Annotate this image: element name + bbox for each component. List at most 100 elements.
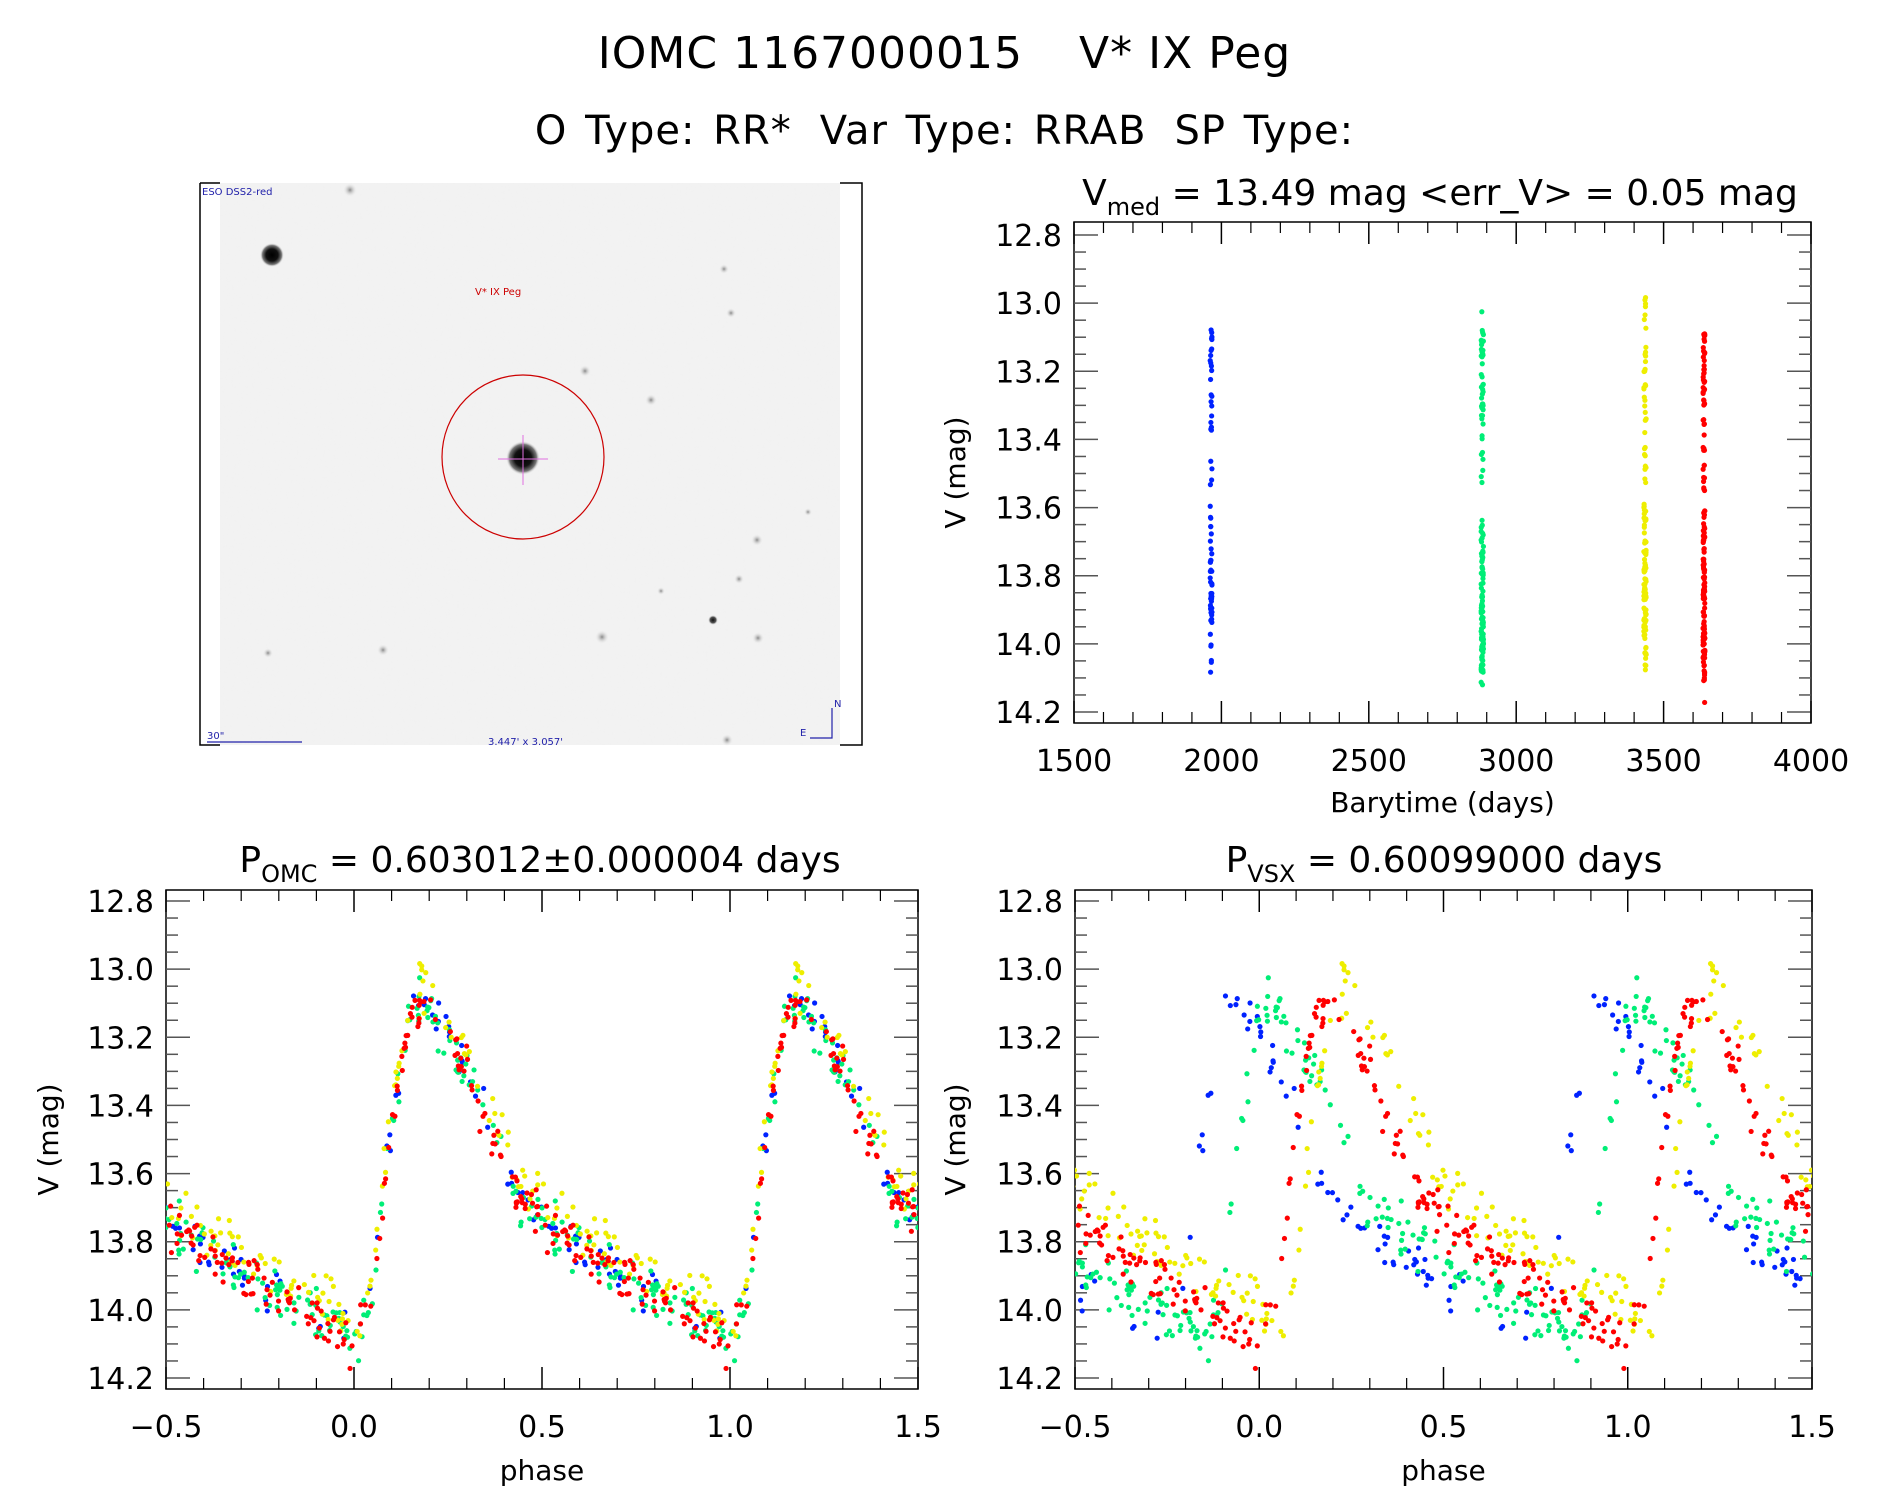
data-point-season2	[1228, 1201, 1234, 1207]
data-point-season4	[707, 1314, 714, 1320]
data-point-season4	[1217, 1318, 1223, 1324]
data-point-season4	[1286, 1180, 1292, 1186]
data-point-season4	[1313, 1014, 1319, 1020]
data-point-season1	[884, 1169, 890, 1175]
x-tick-label: 0.5	[518, 1410, 566, 1445]
data-point-season4	[1689, 997, 1695, 1004]
data-point-season1	[1209, 466, 1215, 472]
data-point-season1	[582, 1262, 588, 1268]
data-point-season1	[1234, 996, 1240, 1002]
data-point-season4	[269, 1279, 275, 1285]
data-point-season2	[1385, 1224, 1391, 1231]
data-point-season2	[1528, 1312, 1535, 1318]
data-point-season2	[1577, 1334, 1583, 1340]
data-point-season3	[1103, 1215, 1109, 1222]
data-point-season4	[1237, 1314, 1243, 1320]
data-point-season2	[1480, 566, 1486, 572]
data-point-season2	[291, 1320, 297, 1326]
data-point-season3	[1086, 1170, 1092, 1176]
data-point-season3	[1666, 1226, 1672, 1232]
data-point-season4	[1701, 561, 1707, 567]
data-point-season2	[635, 1280, 642, 1286]
data-point-season3	[1124, 1222, 1130, 1229]
data-point-season4	[296, 1285, 302, 1291]
data-point-season2	[1497, 1312, 1504, 1319]
data-point-season1	[1207, 376, 1214, 383]
data-point-season2	[1273, 1014, 1279, 1021]
data-point-season3	[1342, 978, 1348, 984]
data-point-season2	[1479, 570, 1485, 577]
field-star	[343, 183, 357, 197]
data-point-season3	[474, 1083, 481, 1089]
data-point-season4	[1803, 1187, 1809, 1193]
data-point-season2	[1420, 1230, 1427, 1236]
data-point-season1	[1637, 1065, 1643, 1071]
data-point-season2	[1466, 1275, 1472, 1281]
data-point-season4	[415, 1023, 421, 1030]
data-point-season2	[1773, 1219, 1780, 1225]
data-point-season3	[1407, 1117, 1413, 1124]
data-point-season4	[1454, 1212, 1460, 1219]
data-point-season4	[491, 1132, 497, 1138]
data-point-season1	[1499, 1323, 1506, 1330]
data-point-season2	[772, 1099, 778, 1105]
data-point-season1	[1523, 1335, 1529, 1341]
field-star	[752, 632, 764, 644]
data-point-season2	[1128, 1287, 1134, 1293]
data-point-season1	[1267, 1069, 1273, 1075]
data-point-season3	[699, 1273, 705, 1279]
data-point-season4	[1578, 1313, 1584, 1319]
data-point-season1	[1245, 1026, 1251, 1032]
y-tick-label: 14.2	[996, 1362, 1063, 1397]
data-point-season4	[1600, 1338, 1606, 1344]
data-point-season4	[588, 1253, 594, 1259]
data-point-season3	[733, 1333, 739, 1339]
data-point-season4	[554, 1232, 561, 1238]
data-point-season1	[1209, 330, 1215, 336]
data-point-season3	[354, 1328, 360, 1335]
data-point-season3	[1641, 586, 1648, 592]
data-point-season4	[1087, 1232, 1093, 1238]
data-point-season4	[1675, 1040, 1681, 1046]
data-point-season1	[1187, 1234, 1193, 1240]
data-point-season3	[750, 1226, 756, 1232]
data-point-season2	[911, 1196, 917, 1202]
data-point-season4	[1281, 1235, 1288, 1242]
data-point-season4	[1700, 609, 1707, 615]
data-point-season4	[1647, 1255, 1653, 1262]
data-point-season3	[1244, 1290, 1250, 1296]
data-point-season4	[1104, 1258, 1110, 1264]
data-point-season4	[756, 1215, 762, 1221]
data-point-season3	[1426, 1129, 1432, 1135]
data-point-season3	[677, 1281, 683, 1288]
data-point-season4	[1701, 530, 1707, 536]
data-point-season3	[178, 1205, 184, 1211]
data-point-season3	[1308, 1119, 1314, 1125]
data-point-season3	[463, 1052, 469, 1058]
data-point-season4	[1589, 1300, 1595, 1306]
data-point-season3	[1524, 1234, 1530, 1240]
data-point-season1	[1610, 1012, 1616, 1018]
data-point-season2	[749, 1267, 755, 1273]
data-point-season3	[1642, 429, 1648, 436]
data-point-season3	[761, 1119, 767, 1125]
data-point-season3	[496, 1132, 502, 1138]
data-point-season3	[1430, 1174, 1436, 1180]
data-point-season2	[1494, 1304, 1500, 1310]
data-point-season4	[533, 1187, 539, 1193]
data-point-season4	[1400, 1152, 1406, 1158]
data-point-season2	[1480, 624, 1486, 630]
data-point-season2	[1312, 1052, 1318, 1059]
data-point-season4	[1331, 997, 1337, 1003]
field-star	[657, 587, 665, 595]
data-point-season2	[1543, 1313, 1549, 1319]
compass-east-label: E	[800, 728, 806, 739]
data-point-season3	[1450, 1188, 1456, 1194]
data-point-season3	[1184, 1255, 1190, 1261]
data-point-season1	[1548, 1285, 1554, 1291]
data-point-season2	[1480, 634, 1486, 640]
data-point-season4	[750, 1255, 756, 1262]
data-points	[1075, 961, 1812, 1372]
data-point-season4	[759, 1176, 765, 1182]
data-point-season4	[1701, 514, 1707, 520]
